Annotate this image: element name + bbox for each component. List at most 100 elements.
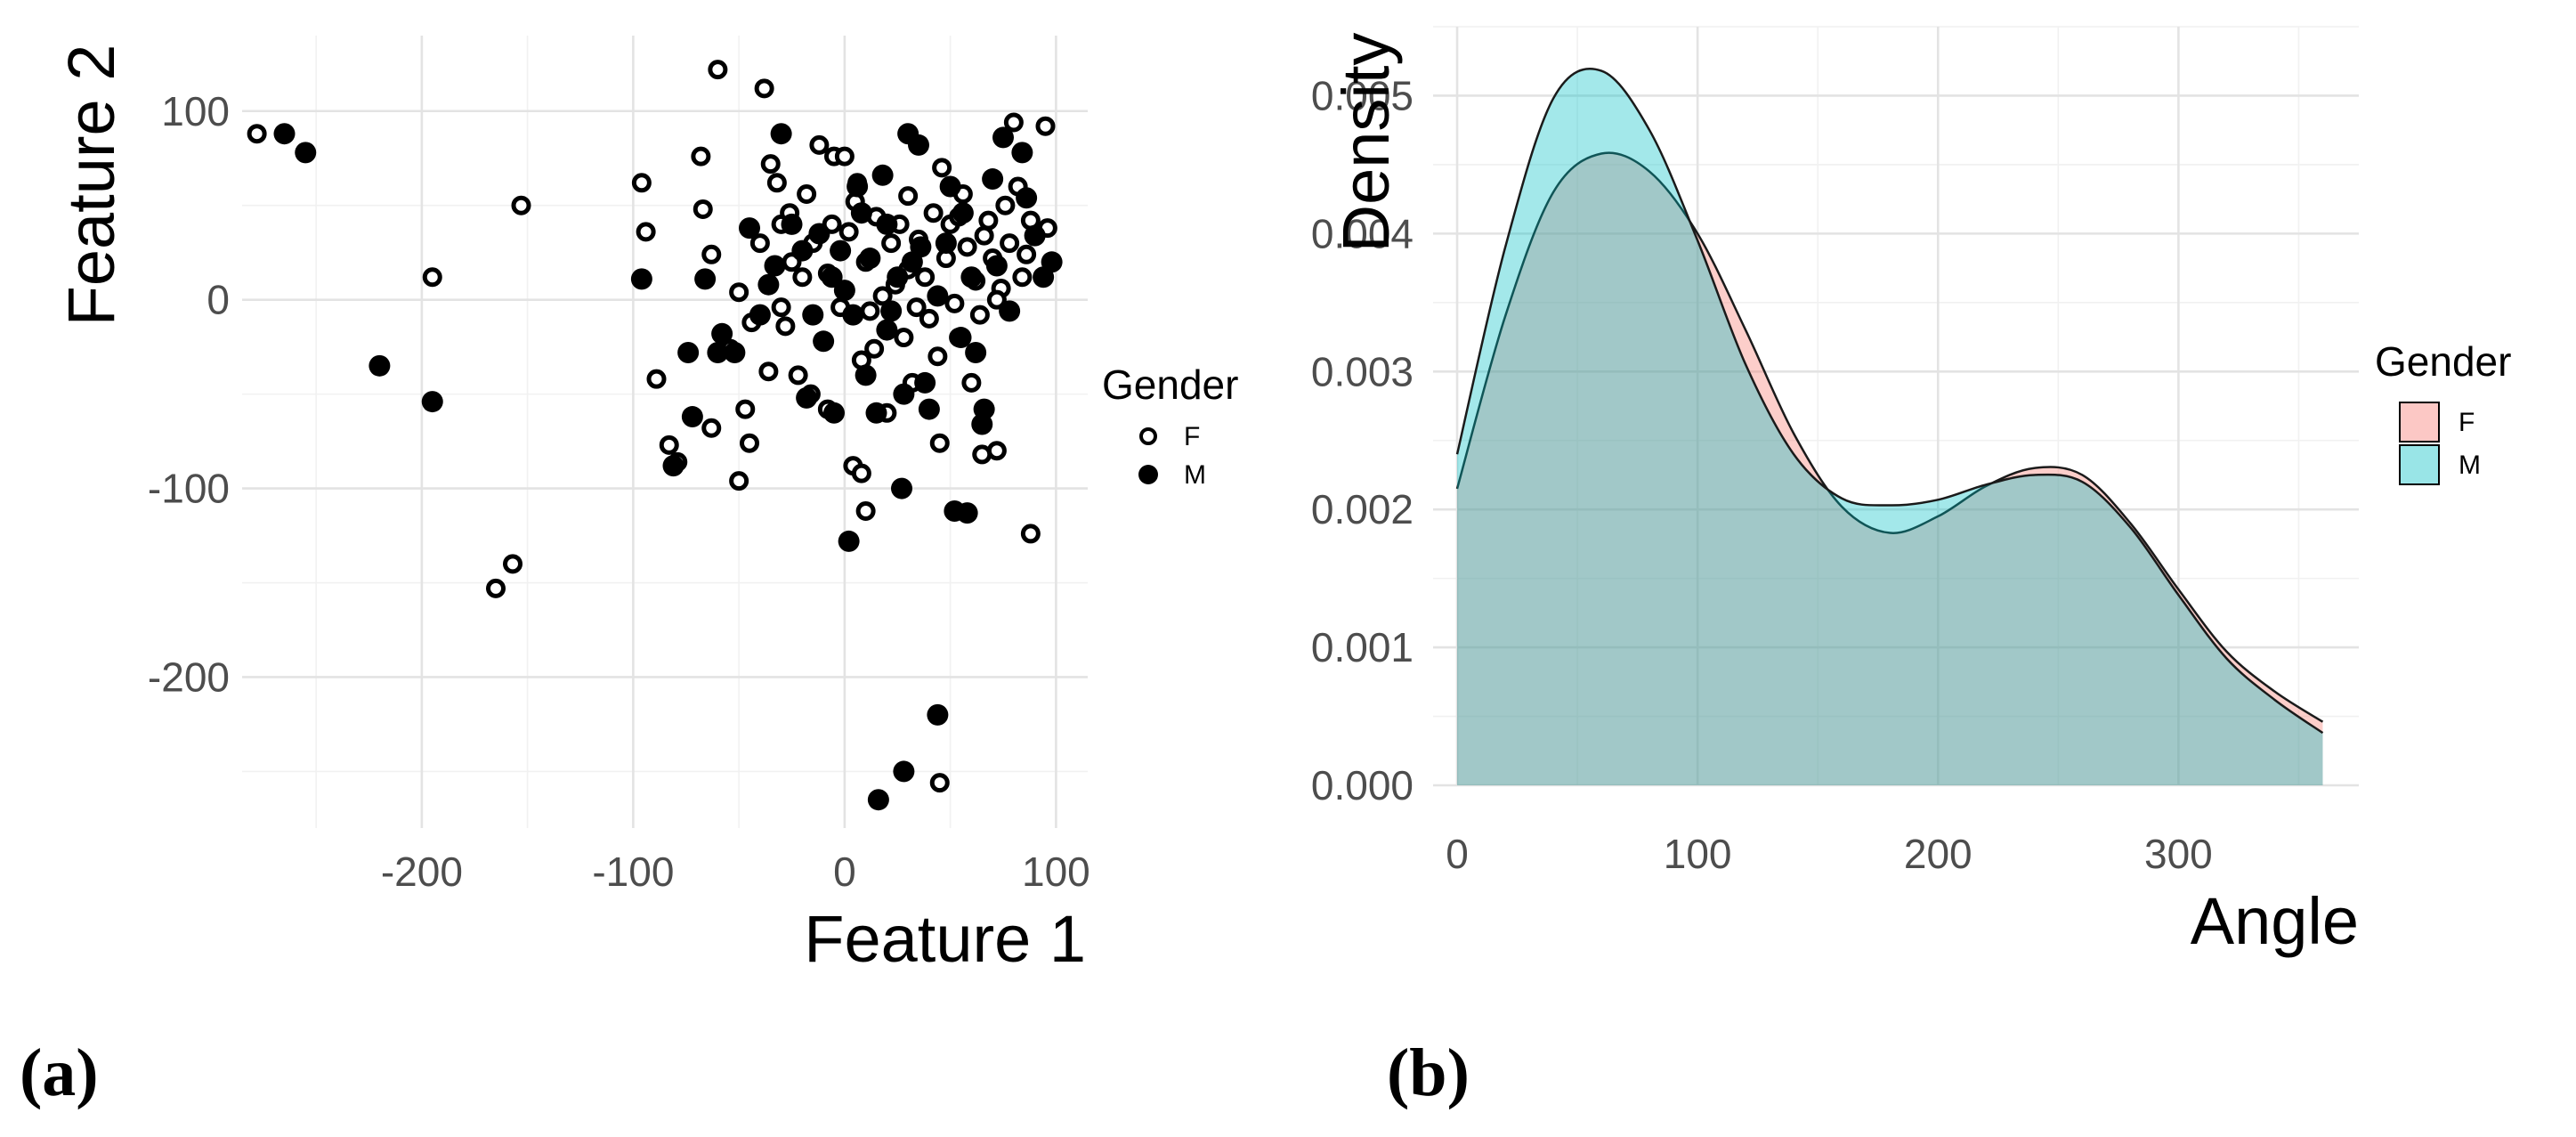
- scatter-legend: Gender F M: [1102, 361, 1238, 490]
- scatter-x-tick-label: -200: [381, 849, 463, 895]
- scatter-point-m: [865, 402, 887, 424]
- scatter-points: [247, 60, 1063, 811]
- scatter-point-f: [729, 282, 749, 303]
- scatter-point-f: [760, 154, 781, 175]
- scatter-legend-label-m: M: [1184, 460, 1206, 490]
- scatter-point-m: [939, 175, 961, 198]
- density-y-tick-label: 0.000: [1311, 762, 1414, 808]
- density-tick-labels: 0 100 200 300 0.000 0.001 0.002 0.003 0.004 0.005: [1311, 72, 2213, 877]
- density-area-f: [1457, 152, 2323, 786]
- density-areas: [1455, 68, 2324, 786]
- scatter-point-f: [898, 186, 919, 207]
- density-y-axis-title: Density: [1329, 33, 1403, 253]
- density-line-m: [1455, 68, 2324, 735]
- density-y-tick-label: 0.004: [1311, 210, 1414, 256]
- scatter-point-f: [766, 173, 787, 193]
- scatter-point-m: [711, 322, 733, 345]
- scatter-point-m: [867, 789, 889, 811]
- scatter-legend-label-f: F: [1184, 422, 1200, 451]
- scatter-point-m: [791, 240, 814, 262]
- scatter-panel: -200 -100 0 100 -200 -100 0 100 Feature 1 Featu…: [20, 36, 1238, 1110]
- scatter-point-m: [876, 319, 898, 341]
- scatter-point-m: [859, 248, 881, 270]
- scatter-y-tick-label: 100: [161, 88, 230, 134]
- scatter-point-f: [636, 222, 656, 242]
- scatter-point-f: [631, 173, 652, 193]
- scatter-point-m: [960, 266, 983, 288]
- scatter-point-f: [995, 195, 1016, 215]
- scatter-point-f: [932, 158, 952, 178]
- scatter-point-m: [821, 266, 843, 288]
- scatter-point-f: [986, 441, 1007, 461]
- density-x-tick-label: 200: [1904, 831, 1973, 877]
- scatter-point-f: [1020, 524, 1041, 544]
- scatter-point-m: [855, 364, 877, 386]
- scatter-point-f: [659, 434, 679, 455]
- panel-label-b: (b): [1387, 1035, 1470, 1110]
- scatter-point-m: [952, 202, 974, 224]
- scatter-point-m: [893, 760, 915, 783]
- density-y-tick-label: 0.003: [1311, 348, 1414, 394]
- scatter-point-m: [965, 342, 987, 363]
- scatter-point-m: [927, 285, 949, 307]
- scatter-point-f: [740, 433, 759, 453]
- scatter-point-f: [775, 316, 796, 337]
- scatter-point-m: [770, 123, 792, 145]
- legend-f-swatch-icon: [2399, 402, 2440, 443]
- scatter-point-m: [850, 202, 872, 224]
- scatter-point-m: [887, 266, 909, 288]
- scatter-point-m: [914, 371, 936, 394]
- scatter-point-m: [295, 142, 317, 164]
- density-legend: Gender F M: [2375, 338, 2511, 485]
- scatter-point-m: [677, 342, 700, 363]
- scatter-point-f: [872, 286, 893, 306]
- scatter-x-tick-label: 100: [1022, 849, 1090, 895]
- scatter-point-f: [923, 203, 944, 223]
- scatter-point-m: [830, 240, 852, 262]
- scatter-point-m: [707, 342, 729, 363]
- density-y-tick-label: 0.005: [1311, 72, 1414, 118]
- scatter-point-f: [1000, 233, 1020, 254]
- scatter-point-m: [871, 164, 894, 186]
- scatter-point-f: [851, 463, 871, 483]
- density-legend-title: Gender: [2375, 338, 2511, 385]
- scatter-point-m: [1041, 251, 1063, 273]
- scatter-point-m: [1024, 224, 1046, 247]
- scatter-point-f: [961, 372, 982, 393]
- scatter-point-f: [881, 233, 902, 254]
- density-line-f: [1455, 151, 2324, 723]
- scatter-point-f: [944, 293, 965, 313]
- scatter-point-m: [749, 304, 771, 326]
- density-legend-label-f: F: [2459, 408, 2475, 437]
- scatter-point-f: [247, 124, 267, 144]
- scatter-legend-title: Gender: [1102, 361, 1238, 408]
- scatter-point-f: [974, 225, 994, 246]
- density-gridlines: [1433, 26, 2359, 787]
- scatter-point-m: [1016, 187, 1038, 209]
- scatter-gridlines: [242, 36, 1088, 828]
- scatter-point-m: [950, 327, 972, 349]
- scatter-point-m: [891, 477, 912, 499]
- scatter-point-f: [928, 346, 948, 367]
- density-panel: 0 100 200 300 0.000 0.001 0.002 0.003 0.004 0.005…: [1311, 26, 2511, 1110]
- scatter-point-m: [838, 530, 860, 552]
- scatter-x-tick-label: 0: [833, 849, 856, 895]
- scatter-point-f: [919, 308, 939, 329]
- scatter-tick-labels: -200 -100 0 100 -200 -100 0 100: [148, 88, 1090, 895]
- scatter-point-m: [901, 251, 923, 273]
- scatter-y-tick-label: 0: [207, 277, 230, 323]
- scatter-point-f: [986, 289, 1007, 310]
- scatter-point-f: [729, 471, 749, 491]
- scatter-point-m: [935, 232, 957, 255]
- scatter-point-m: [421, 391, 443, 413]
- legend-m-swatch-icon: [2399, 444, 2440, 485]
- scatter-point-m: [833, 280, 855, 302]
- scatter-point-m: [973, 398, 995, 420]
- scatter-point-f: [834, 146, 855, 166]
- scatter-point-f: [701, 244, 722, 264]
- density-legend-label-m: M: [2459, 451, 2481, 480]
- scatter-point-f: [957, 237, 977, 257]
- scatter-point-f: [691, 146, 711, 166]
- scatter-y-tick-label: -200: [148, 654, 230, 700]
